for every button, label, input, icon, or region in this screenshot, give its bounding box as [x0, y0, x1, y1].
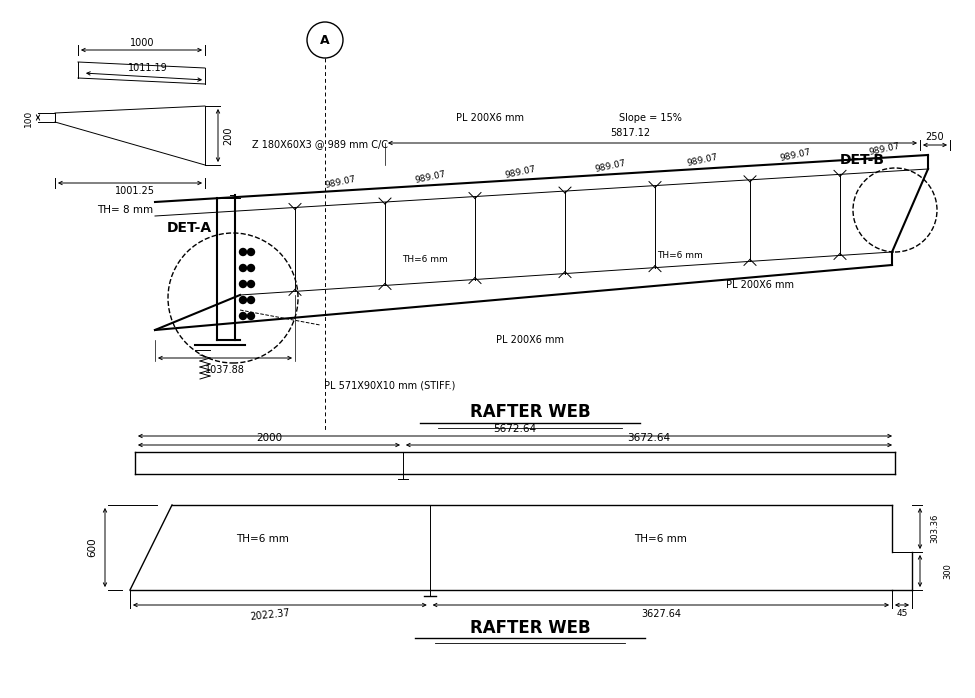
- Text: 100: 100: [23, 110, 32, 126]
- Text: DET-B: DET-B: [840, 153, 885, 167]
- Text: TH= 8 mm: TH= 8 mm: [97, 205, 153, 215]
- Circle shape: [240, 297, 247, 304]
- Text: PL 200X6 mm: PL 200X6 mm: [456, 113, 524, 123]
- Text: 303.36: 303.36: [930, 514, 940, 543]
- Text: TH=6 mm: TH=6 mm: [236, 535, 289, 544]
- Text: 1011.19: 1011.19: [128, 63, 168, 73]
- Text: 300: 300: [944, 563, 953, 579]
- Text: TH=6 mm: TH=6 mm: [635, 535, 687, 544]
- Circle shape: [248, 248, 254, 255]
- Circle shape: [248, 265, 254, 272]
- Text: PL 200X6 mm: PL 200X6 mm: [726, 280, 794, 290]
- Text: 3672.64: 3672.64: [628, 433, 671, 443]
- Text: 989.07: 989.07: [685, 153, 719, 168]
- Text: 1000: 1000: [130, 38, 154, 48]
- Text: Z 180X60X3 @ 989 mm C/C: Z 180X60X3 @ 989 mm C/C: [252, 139, 388, 149]
- Text: 200: 200: [223, 127, 233, 145]
- Text: 1001.25: 1001.25: [115, 186, 155, 196]
- Circle shape: [240, 248, 247, 255]
- Circle shape: [240, 313, 247, 320]
- Text: 1037.88: 1037.88: [205, 365, 245, 375]
- Text: 989.07: 989.07: [868, 142, 900, 157]
- Text: PL 200X6 mm: PL 200X6 mm: [496, 335, 564, 345]
- Text: 5672.64: 5672.64: [493, 424, 536, 434]
- Text: PL 571X90X10 mm (STIFF.): PL 571X90X10 mm (STIFF.): [325, 380, 455, 390]
- Text: 2022.37: 2022.37: [250, 608, 291, 622]
- Text: 989.07: 989.07: [504, 164, 536, 179]
- Text: 989.07: 989.07: [413, 170, 447, 185]
- Text: 3627.64: 3627.64: [641, 609, 681, 619]
- Text: TH=6 mm: TH=6 mm: [657, 251, 703, 260]
- Text: 5817.12: 5817.12: [610, 128, 650, 138]
- Circle shape: [248, 313, 254, 320]
- Text: 45: 45: [896, 609, 908, 618]
- Text: RAFTER WEB: RAFTER WEB: [470, 619, 590, 637]
- Text: 250: 250: [925, 132, 945, 142]
- Text: Slope = 15%: Slope = 15%: [618, 113, 682, 123]
- Circle shape: [240, 265, 247, 272]
- Circle shape: [240, 281, 247, 288]
- Text: 2000: 2000: [255, 433, 282, 443]
- Text: DET-A: DET-A: [167, 221, 213, 235]
- Text: 600: 600: [87, 537, 97, 557]
- Text: RAFTER WEB: RAFTER WEB: [470, 403, 590, 421]
- Circle shape: [248, 297, 254, 304]
- Text: 989.07: 989.07: [324, 175, 357, 191]
- Text: 989.07: 989.07: [594, 158, 626, 174]
- Circle shape: [248, 281, 254, 288]
- Text: A: A: [320, 34, 330, 47]
- Text: TH=6 mm: TH=6 mm: [402, 255, 448, 265]
- Text: 989.07: 989.07: [779, 147, 811, 163]
